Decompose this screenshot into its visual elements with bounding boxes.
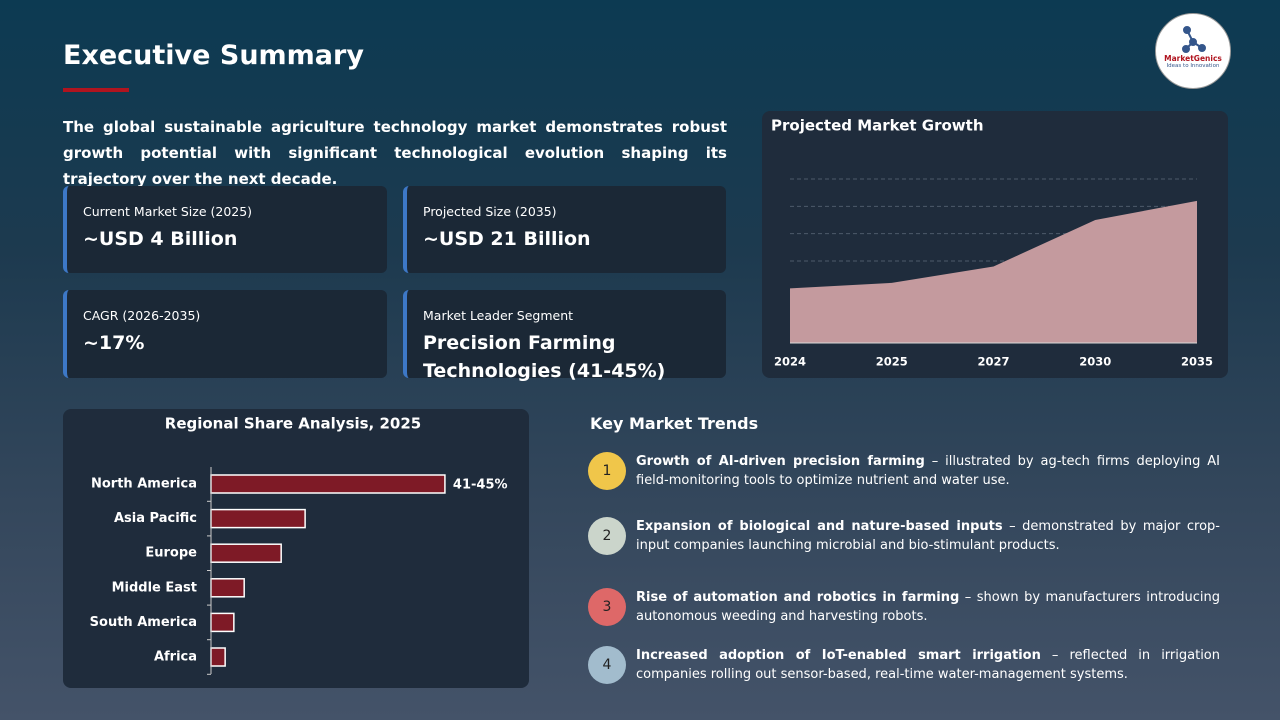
bar (210, 612, 235, 633)
chart-title: Regional Share Analysis, 2025 (165, 415, 421, 433)
y-tick-label: South America (90, 615, 197, 630)
x-tick-label: 2030 (1079, 355, 1111, 369)
trend-title: Growth of AI-driven precision farming (636, 454, 925, 469)
kpi-value: ~USD 4 Billion (83, 228, 238, 250)
y-tick-label: Africa (154, 650, 197, 665)
logo-name: MarketGenics (1164, 54, 1222, 63)
y-tick-label: Middle East (112, 580, 197, 595)
y-tick-label: North America (91, 477, 197, 492)
kpi-card: Projected Size (2035) ~USD 21 Billion (403, 186, 726, 273)
trend-number: 4 (588, 646, 626, 684)
logo: MarketGenics Ideas to Innovation (1155, 13, 1231, 89)
kpi-label: Projected Size (2035) (423, 204, 557, 219)
area-chart: Projected Market Growth 2024 2025 2027 2030 2… (771, 117, 1213, 369)
trend-description: – demonstrated by major crop-input compa… (636, 519, 1221, 553)
area (790, 200, 1197, 343)
trend-item: 4 Increased adoption of IoT-enabled smart… (588, 646, 1220, 684)
growth-panel: Projected Market Growth 2024 2025 2027 2030 2… (762, 111, 1228, 378)
kpi-value: Precision Farming Technologies (41-45%) (423, 332, 666, 382)
y-tick-label: Asia Pacific (114, 511, 197, 526)
x-tick-label: 2024 (774, 355, 806, 369)
trends-title: Key Market Trends (590, 414, 759, 433)
kpi-value: ~USD 21 Billion (423, 228, 591, 250)
logo-icon (1182, 26, 1206, 53)
bar (210, 578, 245, 598)
kpi-label: Current Market Size (2025) (83, 204, 253, 219)
bar-chart: Regional Share Analysis, 2025 North Ameri… (90, 415, 508, 675)
trend-text: Increased adoption of IoT-enabled smart … (636, 646, 1220, 684)
trend-number: 1 (588, 452, 626, 490)
kpi-card: Market Leader Segment Precision Farming T… (403, 290, 726, 382)
x-tick-label: 2035 (1181, 355, 1213, 369)
trend-number: 2 (588, 517, 626, 555)
chart-title: Projected Market Growth (771, 117, 984, 135)
trend-title: Rise of automation and robotics in farmi… (636, 590, 960, 605)
trend-description: – shown by manufacturers introducing aut… (636, 590, 1220, 624)
trend-title: Increased adoption of IoT-enabled smart … (636, 648, 1041, 663)
trend-text: Expansion of biological and nature-based… (636, 517, 1220, 555)
trend-item: 1 Growth of AI-driven precision farming –… (588, 452, 1220, 490)
trend-text: Growth of AI-driven precision farming – … (636, 452, 1220, 490)
title-underline (63, 88, 129, 92)
x-tick-label: 2025 (876, 355, 908, 369)
logo-tagline: Ideas to Innovation (1166, 63, 1220, 69)
trend-number: 3 (588, 588, 626, 626)
y-tick-label: Europe (145, 546, 197, 561)
bar (210, 508, 306, 529)
trend-description: – illustrated by ag-tech firms deploying… (636, 454, 1220, 488)
kpi-label: Market Leader Segment (423, 308, 574, 323)
trend-item: 3 Rise of automation and robotics in farm… (588, 588, 1220, 626)
trend-item: 2 Expansion of biological and nature-base… (588, 517, 1220, 555)
region-panel: Regional Share Analysis, 2025 North Ameri… (63, 409, 529, 688)
bar (210, 474, 446, 494)
trend-description: – reflected in irrigation companies roll… (636, 648, 1220, 682)
x-tick-label: 2027 (977, 355, 1009, 369)
trend-text: Rise of automation and robotics in farmi… (636, 588, 1220, 626)
trend-title: Expansion of biological and nature-based… (636, 519, 1003, 534)
value-label: 41-45% (453, 478, 508, 493)
kpi-value: ~17% (83, 332, 145, 354)
kpi-label: CAGR (2026-2035) (83, 308, 201, 323)
kpi-card: CAGR (2026-2035) ~17% (63, 290, 387, 378)
title: Executive Summary (63, 40, 364, 71)
bar (210, 543, 282, 563)
intro: The global sustainable agriculture techn… (63, 118, 727, 188)
kpi-card: Current Market Size (2025) ~USD 4 Billion (63, 186, 387, 273)
bar (210, 647, 226, 667)
